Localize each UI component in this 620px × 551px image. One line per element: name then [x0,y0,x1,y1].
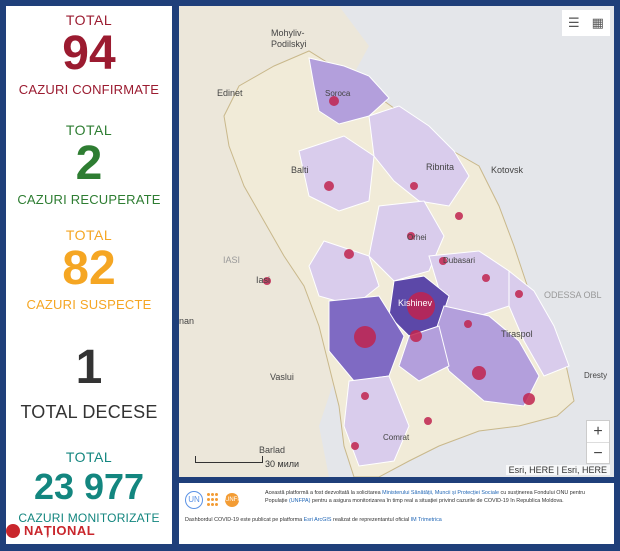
ministry-link[interactable]: Ministerului Sănătății, Muncii și Protec… [382,490,500,496]
info-text-1: Această platformă a fost dezvoltată la s… [265,490,381,496]
confirmed-count: 94 [62,27,116,80]
label-mohyliv: Mohyliv- [271,28,305,38]
recovered-total-label: TOTAL [65,122,113,138]
info-text-5: realizat de reprezentantul oficial [333,517,410,523]
marker-ribnita[interactable] [410,182,418,190]
marker-cimislia[interactable] [424,417,432,425]
marker-south[interactable] [351,442,359,450]
region-balti[interactable] [298,135,375,212]
marker-criuleni[interactable] [482,274,490,282]
marker-west-central[interactable] [344,249,354,259]
monitored-label: CAZURI MONITORIZATE [18,511,160,525]
suspected-stat: TOTAL 82 CAZURI SUSPECTE [6,227,172,312]
label-iasi: Iasi [256,275,270,285]
label-orhei: Orhei [407,233,427,242]
info-panel: UN UNFPA Această platformă a fost dezvol… [179,483,614,544]
label-edinet: Edinet [217,88,243,98]
suspected-total-label: TOTAL [65,227,113,243]
logo-text: NAȚIONAL [24,523,96,538]
confirmed-label: CAZURI CONFIRMATE [18,82,160,97]
label-podilskyi: Podilskyi [271,39,307,49]
zoom-in-button[interactable]: + [593,423,603,440]
dots-logo-icon [207,493,221,507]
recovered-count: 2 [75,137,103,190]
marker-soroca[interactable] [329,96,339,106]
deaths-label: TOTAL DECESE [20,402,158,422]
arcgis-link[interactable]: Esri ArcGIS [303,517,332,523]
region-east-border[interactable] [508,269,570,377]
monitored-count: 23 977 [33,466,145,507]
label-ribnita: Ribnita [426,162,454,172]
list-icon[interactable]: ☰ [568,15,580,30]
suspected-count: 82 [62,242,116,295]
marker-bender[interactable] [464,320,472,328]
unfpa-link[interactable]: (UNFPA) [288,498,311,504]
logo-mark-icon [6,523,20,538]
trimetrica-link[interactable]: IM Trimetrica [410,517,442,523]
deaths-stat: 1 TOTAL DECESE [6,344,172,423]
confirmed-total-label: TOTAL [65,12,113,28]
info-publication: Dashbordul COVID-19 este publicat pe pla… [185,517,605,523]
info-text-3: pentru a asigura monitorizarea în timp r… [311,498,564,504]
label-chisinau: Kishinev [398,298,433,308]
label-barlad: Barlad [259,445,285,455]
label-dubasari: Dubasari [443,256,475,265]
marker-northwest-2[interactable] [263,277,271,285]
marker-balti[interactable] [324,181,334,191]
marker-east[interactable] [455,212,463,220]
suspected-label: CAZURI SUSPECTE [26,297,152,312]
zoom-control: + − [586,420,610,464]
stats-panel: TOTAL 94 CAZURI CONFIRMATE TOTAL 2 CAZUR… [6,6,172,544]
grid-icon[interactable]: ▦ [591,15,604,30]
info-text-4: Dashbordul COVID-19 este publicat pe pla… [185,517,303,523]
marker-east-2[interactable] [515,290,523,298]
label-iasi-region: IASI [223,255,240,265]
info-description: Această platformă a fost dezvoltată la s… [265,489,605,505]
recovered-label: CAZURI RECUPERATE [17,192,161,207]
label-balti: Balti [291,165,309,175]
label-comrat: Comrat [383,433,410,442]
unfpa-logo-icon: UNFPA [225,493,245,507]
case-markers[interactable] [263,96,535,450]
label-nan: nan [179,316,194,326]
map-toolbar: ☰ ▦ [562,10,610,36]
marker-ialoveni[interactable] [354,326,376,348]
national-logo: NAȚIONAL [6,523,126,545]
monitored-total-label: TOTAL [65,449,113,465]
marker-orhei[interactable] [407,232,415,240]
label-dresty: Dresty [584,371,607,380]
partner-logos: UN UNFPA [185,491,245,509]
monitored-stat: TOTAL 23 977 CAZURI MONITORIZATE [6,449,172,525]
region-north-east[interactable] [368,105,470,207]
map-canvas[interactable]: Mohyliv- Podilskyi Edinet Soroca Balti R… [179,6,614,477]
deaths-count: 1 [75,341,103,394]
marker-chisinau[interactable] [407,292,435,320]
map-panel[interactable]: Mohyliv- Podilskyi Edinet Soroca Balti R… [179,6,614,477]
region-south[interactable] [343,375,410,467]
marker-anenii[interactable] [410,330,422,342]
marker-hincesti[interactable] [361,392,369,400]
map-attribution[interactable]: Esri, HERE | Esri, HERE [505,465,610,475]
zoom-out-button[interactable]: − [587,442,609,464]
recovered-stat: TOTAL 2 CAZURI RECUPERATE [6,122,172,207]
marker-causeni[interactable] [472,366,486,380]
marker-stefan-voda[interactable] [523,393,535,405]
label-vaslui: Vaslui [270,372,294,382]
scale-bar [195,456,263,463]
label-kotovsk: Kotovsk [491,165,524,175]
label-tiraspol: Tiraspol [501,329,533,339]
label-soroca: Soroca [325,89,351,98]
info-text-2: cu susținerea Fondului ONU pentru Popula… [265,490,586,504]
label-odessa: ODESSA OBL [544,290,602,300]
confirmed-stat: TOTAL 94 CAZURI CONFIRMATE [6,12,172,97]
marker-dubasari[interactable] [439,257,447,265]
un-logo-icon: UN [185,491,203,509]
scale-label: 30 мили [265,459,300,469]
